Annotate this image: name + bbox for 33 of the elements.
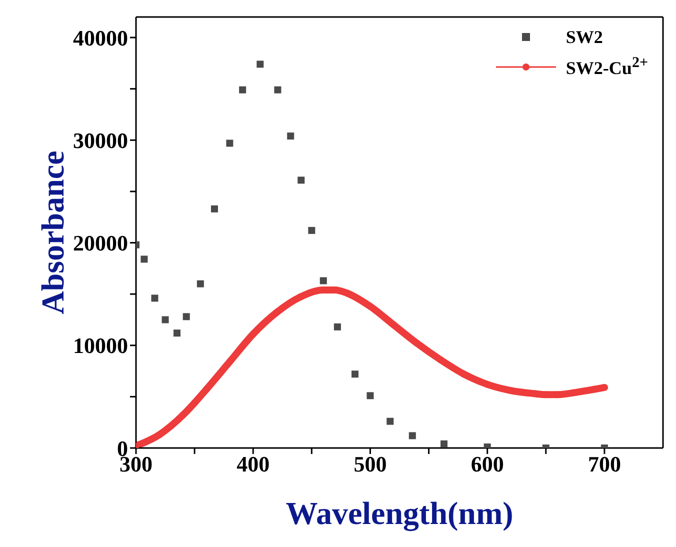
point [226,140,234,147]
point [162,316,169,324]
x-tick-label: 700 [588,452,621,477]
point [182,313,190,320]
x-axis-title: Wavelength(nm) [286,495,514,532]
point [210,205,218,212]
y-tick-label: 40000 [73,25,128,50]
point [298,176,305,184]
y-axis-title: Absorbance [34,150,70,314]
point [239,86,246,94]
x-tick-label: 400 [236,452,270,477]
legend-label: SW2-Cu$^{2+}$ [566,55,648,78]
y-tick-label: 20000 [73,230,128,256]
y-tick-label: 30000 [73,128,128,153]
point [287,132,294,140]
point [151,294,158,302]
point [366,392,374,400]
point [173,330,180,337]
point [408,432,416,440]
point [196,280,204,288]
point [352,370,358,378]
legend-label: SW2 [566,26,603,46]
point [140,256,148,263]
y-tick-label: 10000 [73,333,128,358]
point [320,277,327,284]
x-tick-label: 600 [470,452,504,477]
point [256,60,264,68]
x-tick-label: 500 [354,452,387,477]
point [440,440,448,448]
point [386,418,394,425]
point [308,226,316,234]
point [274,86,282,94]
point [334,323,341,330]
